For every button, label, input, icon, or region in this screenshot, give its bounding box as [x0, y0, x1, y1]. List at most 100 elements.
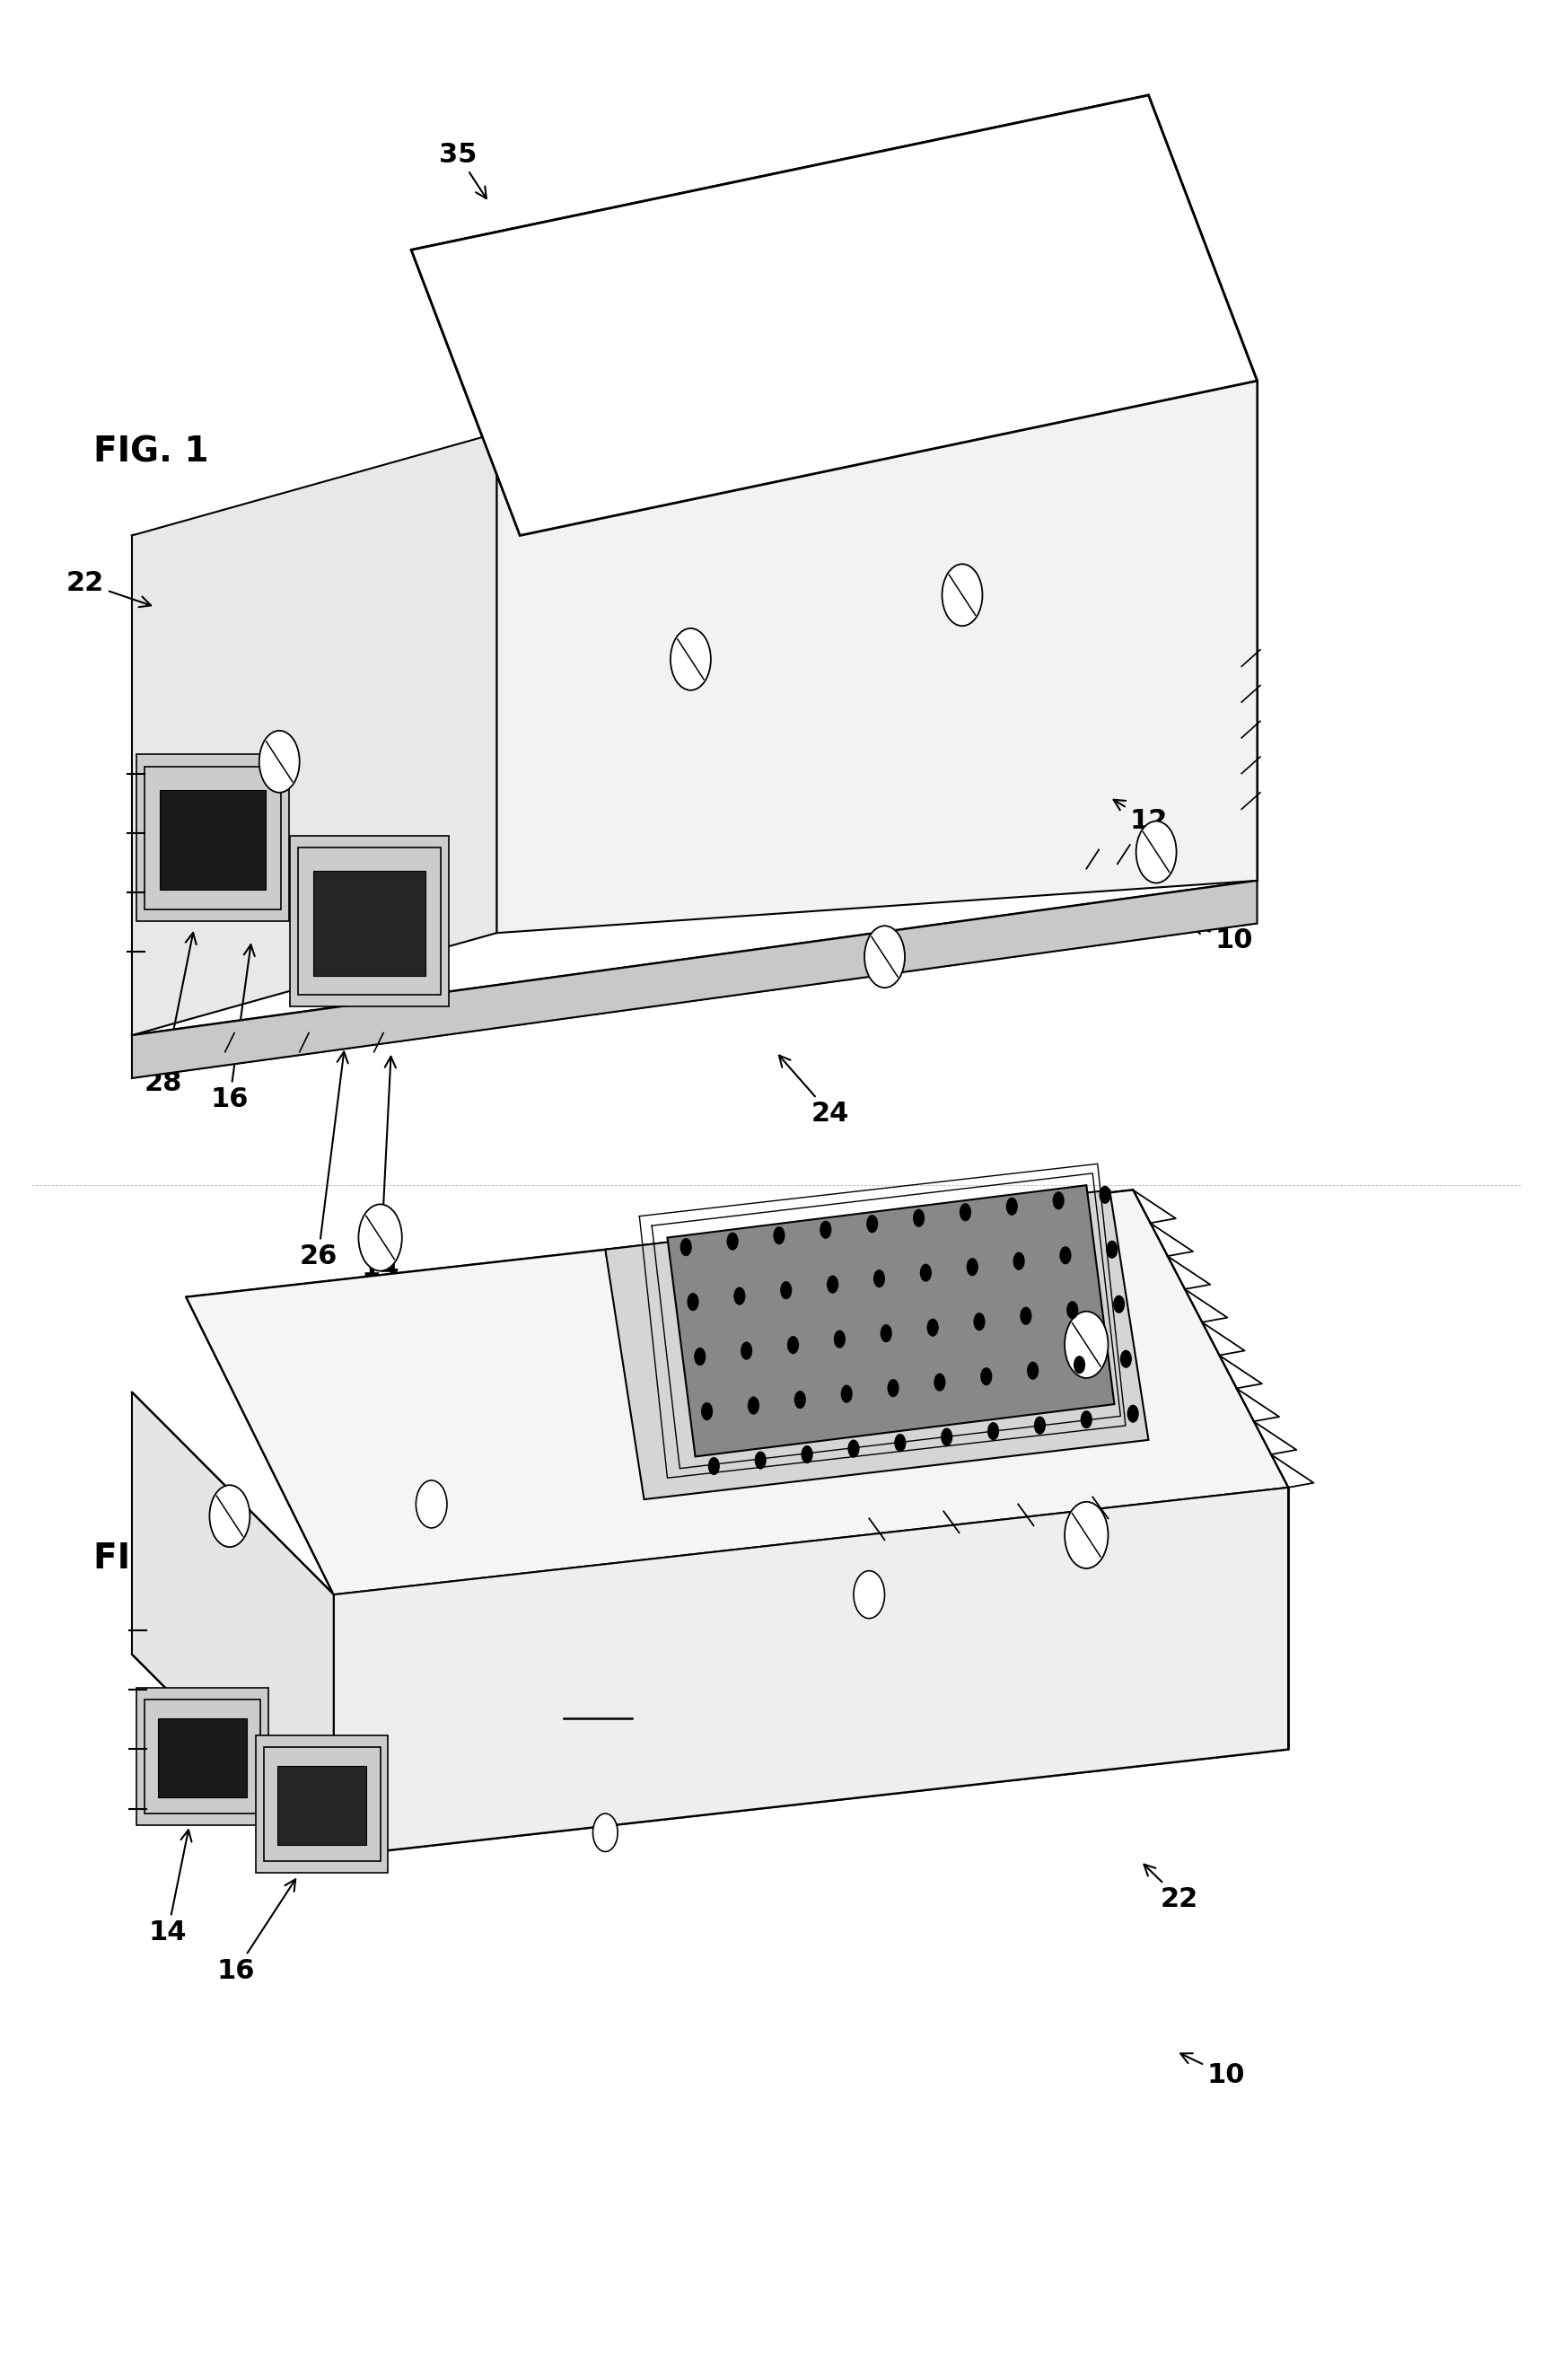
- Circle shape: [934, 1373, 945, 1392]
- Circle shape: [359, 1204, 402, 1271]
- Circle shape: [670, 628, 711, 690]
- Polygon shape: [667, 1185, 1114, 1457]
- Text: 16: 16: [217, 1880, 295, 1983]
- Bar: [158, 1718, 247, 1797]
- Circle shape: [981, 1368, 992, 1385]
- Circle shape: [1065, 1311, 1108, 1378]
- Circle shape: [920, 1264, 931, 1283]
- Circle shape: [694, 1347, 706, 1366]
- Circle shape: [773, 1226, 785, 1245]
- Text: 25: 25: [1083, 1349, 1159, 1380]
- Circle shape: [593, 1814, 618, 1852]
- Text: 35: 35: [439, 143, 486, 198]
- Bar: [144, 1699, 261, 1814]
- Bar: [256, 1735, 388, 1873]
- Circle shape: [874, 1269, 885, 1288]
- Circle shape: [708, 1457, 720, 1476]
- Text: 18: 18: [641, 1461, 736, 1618]
- Text: 22: 22: [67, 571, 151, 607]
- Circle shape: [801, 1445, 813, 1464]
- Text: 10: 10: [1192, 923, 1252, 952]
- Circle shape: [1107, 1240, 1117, 1259]
- Circle shape: [688, 1292, 698, 1311]
- Circle shape: [1027, 1361, 1038, 1380]
- Circle shape: [854, 1571, 885, 1618]
- Circle shape: [1099, 1185, 1111, 1204]
- Polygon shape: [411, 95, 1257, 536]
- Text: 10: 10: [1181, 2054, 1245, 2087]
- Circle shape: [1034, 1416, 1046, 1435]
- Circle shape: [942, 564, 982, 626]
- Circle shape: [1013, 1252, 1024, 1271]
- Circle shape: [1060, 1247, 1071, 1264]
- Circle shape: [1052, 1192, 1065, 1209]
- Circle shape: [880, 1323, 892, 1342]
- Bar: [137, 1687, 268, 1825]
- Circle shape: [927, 1319, 939, 1338]
- Bar: [160, 790, 265, 890]
- Text: 24: 24: [779, 1054, 849, 1126]
- Circle shape: [748, 1397, 759, 1414]
- Circle shape: [847, 1440, 860, 1457]
- Circle shape: [680, 1238, 692, 1257]
- Bar: [278, 1766, 366, 1844]
- Circle shape: [734, 1288, 745, 1304]
- Polygon shape: [132, 881, 1257, 1078]
- Text: FIG. 2: FIG. 2: [93, 1542, 208, 1576]
- Polygon shape: [132, 1392, 334, 1856]
- Circle shape: [1020, 1307, 1032, 1326]
- Circle shape: [973, 1314, 986, 1330]
- Bar: [137, 754, 289, 921]
- Bar: [264, 1747, 380, 1861]
- Circle shape: [841, 1385, 852, 1402]
- Circle shape: [787, 1335, 799, 1354]
- Circle shape: [1006, 1197, 1018, 1216]
- Circle shape: [894, 1433, 906, 1452]
- Circle shape: [740, 1342, 753, 1359]
- Polygon shape: [132, 433, 497, 1035]
- Circle shape: [864, 926, 905, 988]
- Text: 14: 14: [362, 1057, 399, 1280]
- Text: 26: 26: [300, 1052, 348, 1269]
- Polygon shape: [605, 1190, 1148, 1499]
- Text: 14: 14: [149, 1830, 191, 1944]
- Circle shape: [888, 1378, 899, 1397]
- Circle shape: [866, 1214, 878, 1233]
- Text: 28: 28: [144, 933, 196, 1095]
- Circle shape: [1074, 1357, 1085, 1373]
- Circle shape: [795, 1390, 805, 1409]
- Circle shape: [726, 1233, 739, 1250]
- Text: FIG. 1: FIG. 1: [93, 436, 208, 469]
- Circle shape: [833, 1330, 846, 1347]
- Bar: [144, 766, 281, 909]
- Polygon shape: [334, 1488, 1288, 1856]
- Text: 16: 16: [211, 945, 255, 1111]
- Polygon shape: [497, 381, 1257, 933]
- Circle shape: [941, 1428, 953, 1447]
- Polygon shape: [186, 1190, 1288, 1595]
- Circle shape: [1121, 1349, 1131, 1368]
- Bar: [298, 847, 441, 995]
- Circle shape: [1127, 1404, 1139, 1423]
- Circle shape: [1065, 1502, 1108, 1568]
- Circle shape: [827, 1276, 838, 1292]
- Text: 24: 24: [579, 1678, 616, 1702]
- Circle shape: [259, 731, 300, 793]
- Circle shape: [987, 1423, 999, 1440]
- Circle shape: [1066, 1302, 1079, 1319]
- Circle shape: [819, 1221, 832, 1238]
- Circle shape: [1080, 1411, 1093, 1428]
- Bar: [314, 871, 425, 976]
- Circle shape: [967, 1259, 978, 1276]
- Circle shape: [1136, 821, 1176, 883]
- Circle shape: [1113, 1295, 1125, 1314]
- Circle shape: [959, 1204, 972, 1221]
- Circle shape: [913, 1209, 925, 1228]
- Circle shape: [210, 1485, 250, 1547]
- Circle shape: [754, 1452, 767, 1468]
- Bar: [290, 835, 449, 1007]
- Text: 12: 12: [1114, 800, 1167, 833]
- Circle shape: [702, 1402, 712, 1421]
- Circle shape: [781, 1280, 792, 1299]
- Circle shape: [416, 1480, 447, 1528]
